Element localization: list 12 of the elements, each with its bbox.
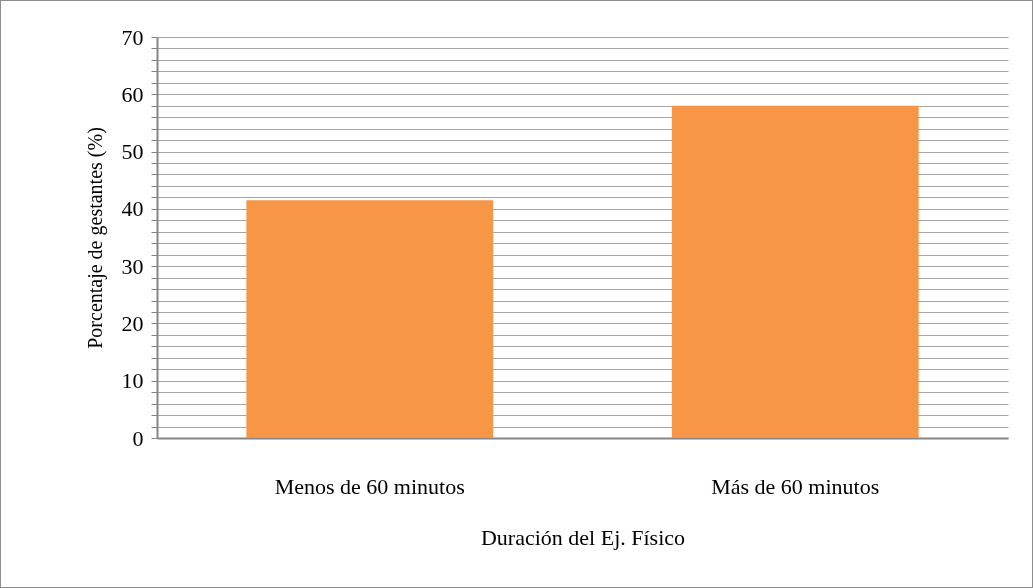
y-tick-label: 50 — [121, 139, 144, 165]
y-tick-label: 60 — [121, 81, 144, 107]
x-tick-label: Menos de 60 minutos — [274, 473, 465, 499]
x-axis-title: Duración del Ej. Físico — [480, 524, 686, 550]
y-tick-label: 0 — [132, 425, 144, 451]
y-axis-title: Porcentaje de gestantes (%) — [83, 127, 107, 349]
y-tick-label: 40 — [121, 196, 144, 222]
y-tick-label: 10 — [121, 368, 144, 394]
y-tick-label: 30 — [121, 253, 144, 279]
x-tick-label: Más de 60 minutos — [711, 473, 880, 499]
y-tick-label: 20 — [121, 310, 144, 336]
y-tick-label: 70 — [121, 24, 144, 50]
